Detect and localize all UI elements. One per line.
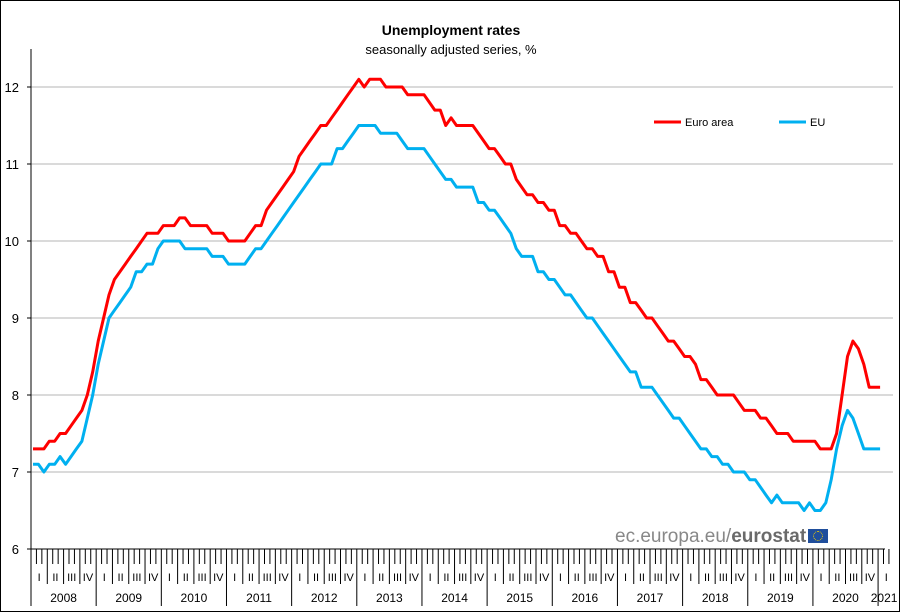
quarter-label: IV xyxy=(604,572,615,584)
quarter-label: IV xyxy=(669,572,680,584)
quarter-label: II xyxy=(378,572,384,584)
quarter-label: II xyxy=(769,572,775,584)
quarter-label: IV xyxy=(474,572,485,584)
quarter-label: II xyxy=(52,572,58,584)
quarter-label: IV xyxy=(148,572,159,584)
quarter-label: IV xyxy=(213,572,224,584)
quarter-label: I xyxy=(494,572,497,584)
quarter-label: I xyxy=(168,572,171,584)
quarter-label: II xyxy=(704,572,710,584)
series-line-euro-area xyxy=(33,77,881,451)
year-label: 2016 xyxy=(572,591,599,605)
quarter-label: II xyxy=(834,572,840,584)
quarter-label: II xyxy=(183,572,189,584)
quarter-label: II xyxy=(248,572,254,584)
quarter-label: III xyxy=(849,572,858,584)
eurostat-watermark: ec.europa.eu/eurostat xyxy=(615,526,829,548)
y-tick-label: 11 xyxy=(6,157,20,172)
quarter-label: I xyxy=(429,572,432,584)
quarter-label: I xyxy=(754,572,757,584)
quarter-label: I xyxy=(885,572,888,584)
quarter-label: IV xyxy=(343,572,354,584)
watermark-prefix: ec.europa.eu/ xyxy=(615,526,732,547)
year-label: 2011 xyxy=(246,591,272,605)
quarter-label: III xyxy=(458,572,467,584)
quarter-label: IV xyxy=(409,572,420,584)
quarter-label: II xyxy=(639,572,645,584)
quarter-label: II xyxy=(508,572,514,584)
quarter-label: III xyxy=(588,572,597,584)
quarter-label: I xyxy=(103,572,106,584)
quarter-label: III xyxy=(654,572,663,584)
quarter-label: I xyxy=(559,572,562,584)
quarter-label: II xyxy=(574,572,580,584)
year-label: 2019 xyxy=(767,591,794,605)
watermark-brand: eurostat xyxy=(731,526,807,547)
eu-flag-icon xyxy=(808,529,829,543)
year-label: 2014 xyxy=(441,591,468,605)
year-label: 2010 xyxy=(181,591,208,605)
year-label: 2013 xyxy=(376,591,403,605)
quarter-label: III xyxy=(523,572,532,584)
quarter-label: III xyxy=(263,572,272,584)
y-tick-label: 10 xyxy=(5,234,19,249)
quarter-label: I xyxy=(233,572,236,584)
chart-subtitle: seasonally adjusted series, % xyxy=(365,42,537,57)
y-tick-label: 7 xyxy=(12,465,19,480)
quarter-label: I xyxy=(624,572,627,584)
quarter-label: I xyxy=(298,572,301,584)
quarter-label: IV xyxy=(865,572,876,584)
y-tick-label: 9 xyxy=(12,311,19,326)
year-label: 2012 xyxy=(311,591,338,605)
chart-title: Unemployment rates xyxy=(381,22,521,38)
quarter-label: IV xyxy=(83,572,94,584)
quarter-label: III xyxy=(328,572,337,584)
quarter-label: I xyxy=(363,572,366,584)
quarter-label: I xyxy=(689,572,692,584)
legend-label: Euro area xyxy=(685,117,734,129)
legend-label: EU xyxy=(810,117,825,129)
quarter-label: III xyxy=(197,572,206,584)
quarter-label: III xyxy=(67,572,76,584)
y-tick-label: 8 xyxy=(12,388,19,403)
quarter-label: III xyxy=(719,572,728,584)
quarter-label: II xyxy=(118,572,124,584)
year-label: 2009 xyxy=(115,591,142,605)
quarter-label: III xyxy=(132,572,141,584)
quarter-label: II xyxy=(313,572,319,584)
year-label: 2021 xyxy=(871,591,898,605)
quarter-label: III xyxy=(393,572,402,584)
year-label: 2015 xyxy=(506,591,533,605)
quarter-label: IV xyxy=(539,572,550,584)
series-line-eu xyxy=(33,124,881,512)
y-tick-label: 12 xyxy=(5,80,19,95)
year-label: 2020 xyxy=(832,591,859,605)
year-label: 2018 xyxy=(702,591,729,605)
year-label: 2017 xyxy=(637,591,664,605)
quarter-label: IV xyxy=(734,572,745,584)
quarter-label: IV xyxy=(800,572,811,584)
quarter-label: II xyxy=(443,572,449,584)
quarter-label: III xyxy=(784,572,793,584)
year-label: 2008 xyxy=(50,591,77,605)
quarter-label: I xyxy=(38,572,41,584)
quarter-label: IV xyxy=(278,572,289,584)
y-tick-label: 6 xyxy=(12,542,19,557)
quarter-label: I xyxy=(820,572,823,584)
